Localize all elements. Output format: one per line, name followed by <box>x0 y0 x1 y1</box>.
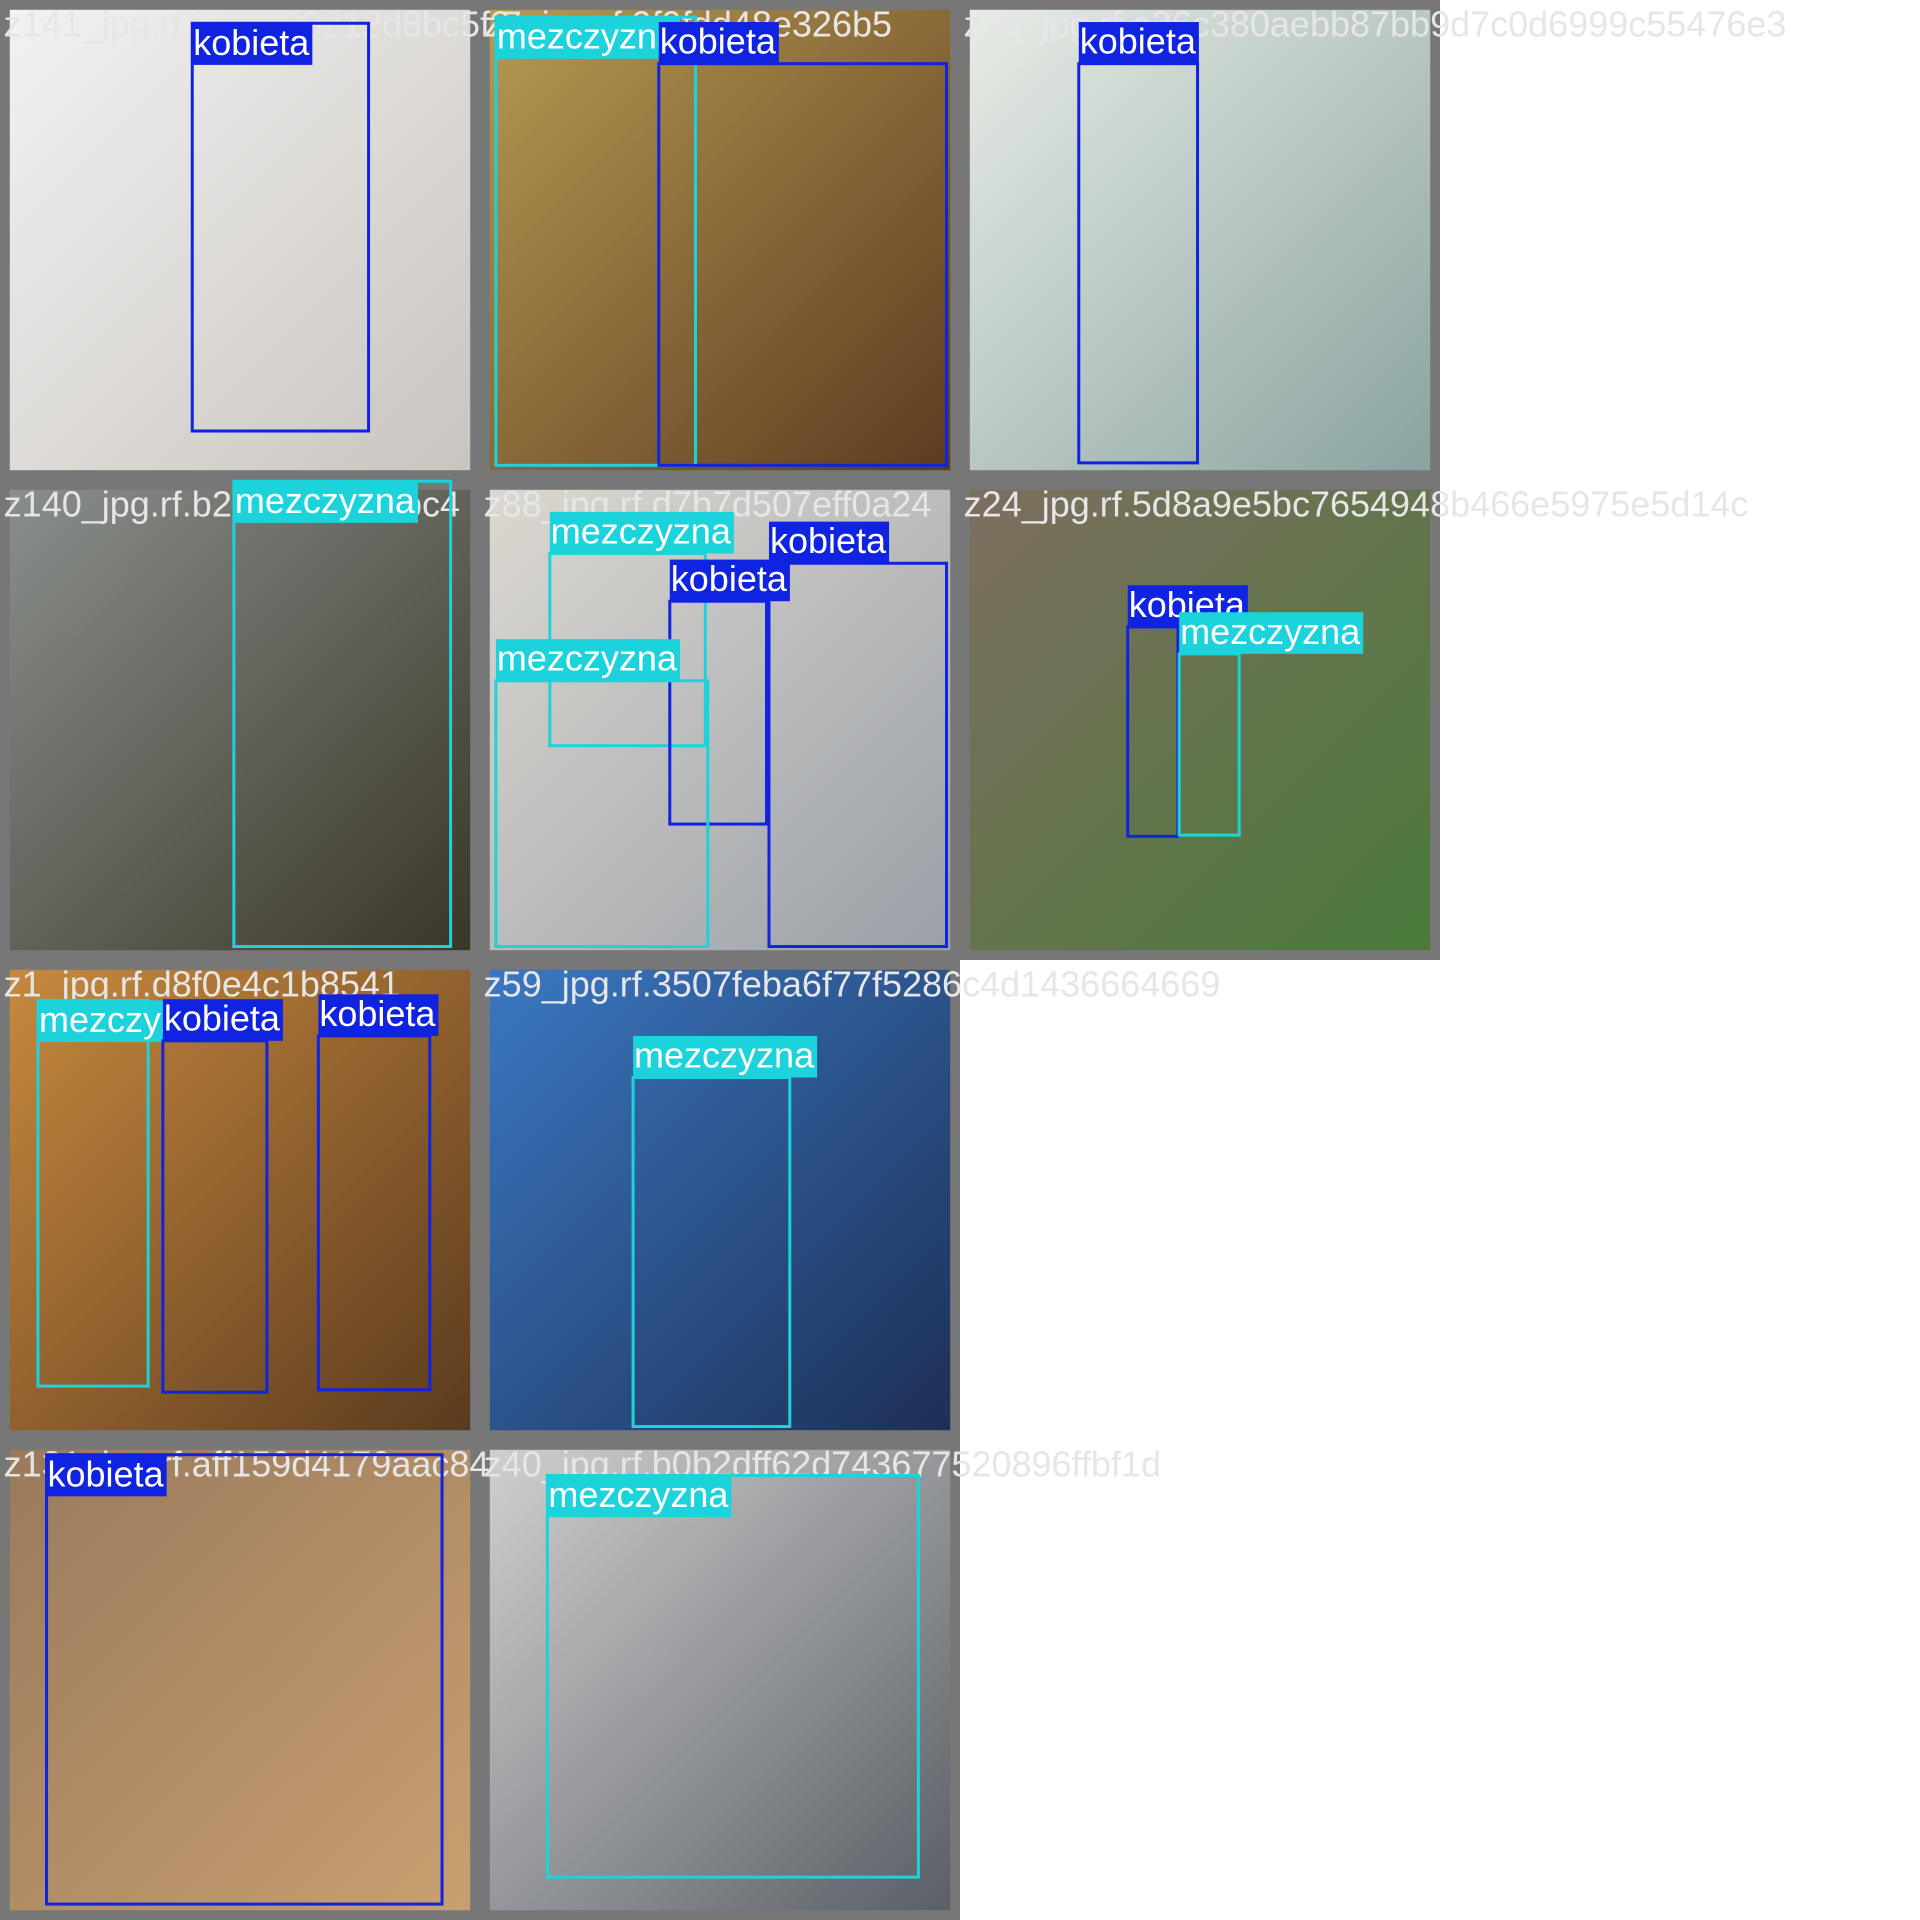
bounding-box <box>657 62 949 467</box>
image-filename: z24_jpg.rf.5d8a9e5bc7654948b466e5975e5d1… <box>964 483 1749 524</box>
label-background <box>233 481 418 523</box>
box-label: mezczyzna <box>548 1474 729 1515</box>
label-background <box>495 17 680 59</box>
bounding-box <box>545 1474 920 1879</box>
box-label: kobieta <box>1080 21 1197 62</box>
bounding-box <box>767 561 949 949</box>
label-background <box>1078 22 1199 64</box>
tile-photo <box>9 969 471 1431</box>
tile-photo <box>969 489 1431 951</box>
tile-photo <box>9 489 471 951</box>
tile-photo <box>969 9 1431 471</box>
label-background <box>669 559 790 602</box>
box-label: mezczyzna <box>497 638 678 679</box>
label-background <box>318 994 439 1036</box>
bounding-box <box>494 679 710 949</box>
box-label: kobieta <box>193 22 310 63</box>
tile-photo <box>9 9 471 471</box>
tile-photo <box>489 1449 951 1911</box>
tile-photo <box>489 9 951 471</box>
tile-photo <box>9 1449 471 1911</box>
label-background <box>547 1475 732 1518</box>
label-background <box>549 511 734 554</box>
label-background <box>46 1454 167 1497</box>
box-label: mezczyzna <box>551 510 732 551</box>
label-background <box>495 639 680 681</box>
label-background <box>1179 612 1364 654</box>
image-filename: z59_jpg.rf.3507feba6f77f5286c4d143666466… <box>484 963 1221 1004</box>
label-background <box>658 22 779 64</box>
label-background <box>162 999 283 1041</box>
box-label: kobieta <box>48 1453 165 1494</box>
box-label: kobieta <box>660 21 777 62</box>
box-label: mezczyzna <box>634 1034 815 1075</box>
box-label: kobieta <box>671 558 788 599</box>
box-label: kobieta <box>319 993 436 1034</box>
label-background <box>192 23 313 65</box>
box-label: kobieta <box>164 998 281 1039</box>
box-label: kobieta <box>770 520 887 561</box>
box-label: mezczyzna <box>497 16 678 57</box>
box-label: mezczyzna <box>1180 611 1361 652</box>
bounding-box <box>45 1453 444 1906</box>
label-background <box>768 521 890 564</box>
label-background <box>633 1035 818 1078</box>
box-label: mezczyzna <box>235 480 416 521</box>
bounding-box <box>1177 652 1241 837</box>
